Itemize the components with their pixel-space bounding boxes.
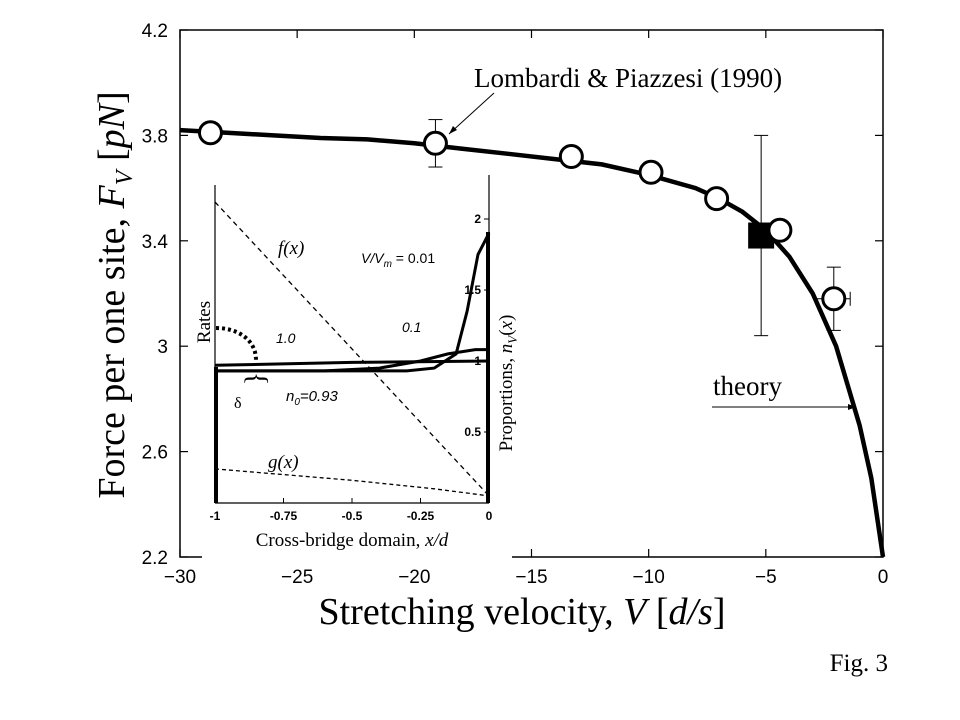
y-label-unit-close: ] <box>91 91 133 104</box>
inset-x-tick-label: 0 <box>486 509 493 523</box>
main-x-tick-label: −5 <box>755 567 777 588</box>
main-plot: −30 −25 −20 −15 −10 −5 0 2.2 2.6 3 3.4 3.8 4.2 Stre… <box>91 21 888 633</box>
inset-right-y-label-x: x <box>496 320 517 330</box>
inset-label-0-1: 0.1 <box>402 319 421 335</box>
y-label-unit: pN <box>91 101 133 151</box>
inset-right-y-label-arg: ( <box>496 329 517 335</box>
x-label-unit: d/s <box>669 591 713 633</box>
main-y-tick-label: 4.2 <box>142 21 168 42</box>
inset-x-axis-label: Cross-bridge domain, x/d <box>256 530 449 551</box>
inset-y-tick-label: 1.5 <box>464 283 481 297</box>
data-point-marker <box>704 186 730 212</box>
inset-curve-f <box>214 201 490 497</box>
y-label-symbol: F <box>91 184 133 209</box>
annotation-lombardi-piazzesi: Lombardi & Piazzesi (1990) <box>474 63 782 93</box>
main-x-tick-label: −30 <box>164 567 196 588</box>
data-point-marker <box>821 286 847 312</box>
data-point-marker <box>197 120 223 146</box>
inset-x-tick-label: -0.75 <box>270 509 298 523</box>
inset-right-y-label-sub: V <box>505 334 520 344</box>
inset-left-y-axis-label: Rates <box>194 301 215 343</box>
inset-x-tick-label: -0.25 <box>407 509 435 523</box>
x-label-main: Stretching velocity, <box>318 591 623 633</box>
inset-y-tick-label: 0.5 <box>464 425 481 439</box>
inset-delta-brace: { <box>241 372 272 385</box>
inset-curve-g <box>214 468 490 497</box>
inset-y-tick-label: 2 <box>474 212 481 226</box>
inset-label-vvm: V/V <box>361 250 385 266</box>
main-y-tick-label: 2.2 <box>142 548 168 569</box>
inset-right-y-axis-label: Proportions, nV(x) <box>496 315 520 452</box>
main-x-axis-label: Stretching velocity, V [d/s] <box>318 591 725 633</box>
main-x-ticks: −30 −25 −20 −15 −10 −5 0 <box>164 30 888 588</box>
x-label-italic: V <box>623 591 650 633</box>
inset-label-v001: V/Vm = 0.01 <box>361 250 435 270</box>
inset-right-y-label-main: Proportions, <box>496 353 517 451</box>
y-label-unit-open: [ <box>91 148 133 170</box>
inset-label-n0: n0=0.93 <box>286 388 339 408</box>
inset-x-tick-label: -1 <box>210 509 221 523</box>
main-y-ticks: 2.2 2.6 3 3.4 3.8 4.2 <box>142 21 883 569</box>
main-x-tick-label: −25 <box>281 567 313 588</box>
inset-label-vvm-val: = 0.01 <box>392 250 435 266</box>
main-x-tick-label: 0 <box>878 567 889 588</box>
inset-curve-v-0-01 <box>215 232 491 373</box>
x-label-unit-close: ] <box>713 591 726 633</box>
inset-label-n-sub: 0 <box>294 397 300 408</box>
inset-label-n-val: =0.93 <box>300 388 339 405</box>
inset-label-delta: δ <box>234 395 242 412</box>
main-y-tick-label: 2.6 <box>142 443 168 464</box>
data-point-marker <box>422 130 448 156</box>
data-point-marker <box>638 159 664 185</box>
data-point-marker <box>558 143 584 169</box>
main-x-tick-label: −15 <box>515 567 547 588</box>
inset-x-label-main: Cross-bridge domain, <box>256 530 425 551</box>
annotation-theory-arrowhead <box>848 404 856 410</box>
annotation-lombardi-arrow <box>448 92 495 135</box>
inset-x-ticks: -1 -0.75 -0.5 -0.25 0 <box>210 498 493 523</box>
main-y-axis-label: Force per one site, FV [pN] <box>91 91 138 498</box>
annotation-theory: theory <box>713 371 782 401</box>
inset-label-vvm-sub: m <box>384 259 392 270</box>
main-x-tick-label: −20 <box>398 567 430 588</box>
figure-label: Fig. 3 <box>830 650 888 677</box>
main-y-tick-label: 3.8 <box>142 126 168 147</box>
inset-label-n: n <box>286 388 294 405</box>
inset-x-label-italic: x/d <box>424 530 449 551</box>
main-markers <box>197 120 847 312</box>
inset-background <box>202 175 512 560</box>
x-label-unit-open: [ <box>646 591 668 633</box>
inset-right-y-label-close: ) <box>496 315 517 321</box>
inset-x-tick-label: -0.5 <box>342 509 363 523</box>
annotation-lombardi-arrowhead <box>449 126 457 134</box>
inset-label-g: g(x) <box>268 452 299 473</box>
inset-right-y-label-n: n <box>496 344 517 354</box>
inset-plot: -1 -0.75 -0.5 -0.25 0 0.511.52 Cross-bridge … <box>194 175 520 560</box>
y-label-subscript: V <box>112 168 138 185</box>
inset-label-f: f(x) <box>278 238 304 259</box>
data-point-marker <box>767 217 793 243</box>
main-y-tick-label: 3 <box>157 337 168 358</box>
main-y-tick-label: 3.4 <box>142 232 169 253</box>
inset-label-1-0: 1.0 <box>276 330 296 346</box>
main-x-tick-label: −10 <box>633 567 665 588</box>
y-label-main: Force per one site, <box>91 208 133 498</box>
